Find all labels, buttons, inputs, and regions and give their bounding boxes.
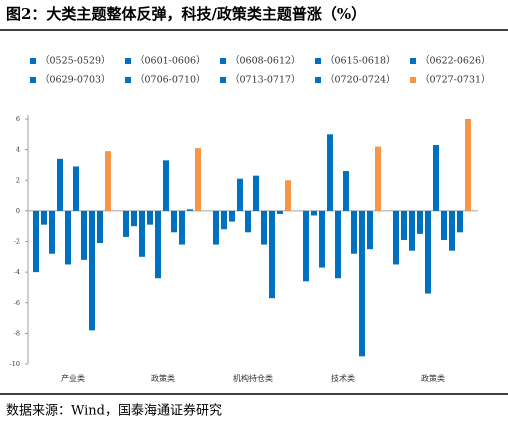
bar <box>253 175 259 211</box>
bar <box>261 210 267 245</box>
bar <box>179 210 185 245</box>
source: 数据来源：Wind，国泰海通证券研究 <box>6 403 222 419</box>
bar <box>97 210 103 244</box>
legend-label: （0525-0529） <box>40 55 111 67</box>
x-tick-label: 政策类 <box>421 373 445 383</box>
bar <box>401 210 407 240</box>
bar <box>171 210 177 233</box>
bar <box>41 210 47 225</box>
legend-swatch <box>125 58 131 64</box>
y-tick-label: -2 <box>14 238 20 246</box>
bar <box>311 210 317 216</box>
bar <box>245 210 251 233</box>
legend-label: （0601-0606） <box>135 55 206 67</box>
bar <box>163 160 169 211</box>
bar <box>89 210 95 331</box>
bar <box>139 210 145 257</box>
legend-label: （0622-0626） <box>420 55 491 67</box>
bar <box>351 210 357 254</box>
legend-swatch <box>315 77 321 83</box>
bar <box>269 210 275 299</box>
bar <box>277 210 283 214</box>
legend-label: （0608-0612） <box>230 55 301 67</box>
bar <box>33 210 39 273</box>
bar <box>221 210 227 230</box>
y-tick-label: -8 <box>14 329 20 337</box>
bar <box>195 148 201 211</box>
y-tick-label: -10 <box>10 360 20 368</box>
bar <box>131 210 137 227</box>
legend-label: （0727-0731） <box>420 74 491 86</box>
y-tick-label: -6 <box>14 299 20 307</box>
bar <box>375 146 381 211</box>
legend-swatch <box>220 77 226 83</box>
bar <box>359 210 365 357</box>
x-tick-label: 产业类 <box>61 373 85 383</box>
legend-swatch <box>220 58 226 64</box>
bar <box>303 210 309 282</box>
bar <box>147 210 153 225</box>
y-tick-label: 6 <box>16 115 20 123</box>
bar <box>335 210 341 279</box>
bar <box>285 180 291 211</box>
bar <box>49 210 55 254</box>
y-tick-label: 0 <box>16 207 20 215</box>
legend-swatch <box>30 58 36 64</box>
bar <box>229 210 235 222</box>
legend-swatch <box>410 77 416 83</box>
bar <box>433 145 439 211</box>
legend-swatch <box>125 77 131 83</box>
bar <box>81 210 87 260</box>
bar <box>73 166 79 211</box>
x-tick-label: 机构持仓类 <box>233 373 273 383</box>
legend-swatch <box>410 58 416 64</box>
legend-label: （0720-0724） <box>325 74 396 86</box>
bar <box>155 210 161 279</box>
legend-swatch <box>315 58 321 64</box>
bar <box>343 171 349 211</box>
bar <box>187 209 193 211</box>
x-tick-label: 技术类 <box>331 373 355 383</box>
bar <box>237 178 243 211</box>
legend-label: （0706-0710） <box>135 74 206 86</box>
bar <box>417 210 423 234</box>
bar <box>57 158 63 211</box>
bar <box>449 210 455 251</box>
bar <box>65 210 71 265</box>
bar <box>441 210 447 240</box>
bar <box>105 151 111 211</box>
bar <box>425 210 431 294</box>
bar <box>409 210 415 251</box>
bar <box>213 210 219 245</box>
chart-title: 图2：大类主题整体反弹，科技/政策类主题普涨（%） <box>6 5 366 23</box>
legend-label: （0629-0703） <box>40 74 111 86</box>
legend-label: （0713-0717） <box>230 74 301 86</box>
bar <box>465 119 471 211</box>
bar <box>327 134 333 211</box>
bar <box>367 210 373 250</box>
bar <box>457 210 463 233</box>
y-tick-label: 4 <box>16 146 20 154</box>
y-tick-label: 2 <box>16 176 20 184</box>
bar <box>123 210 129 237</box>
bar <box>393 210 399 265</box>
y-tick-label: -4 <box>14 268 20 276</box>
x-tick-label: 政策类 <box>151 373 175 383</box>
bar <box>319 210 325 268</box>
legend-label: （0615-0618） <box>325 55 396 67</box>
legend-swatch <box>30 77 36 83</box>
